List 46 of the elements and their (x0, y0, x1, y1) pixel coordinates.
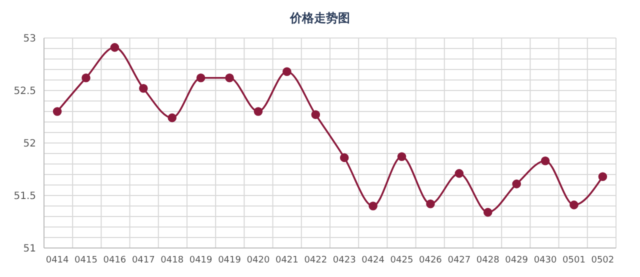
x-tick-label: 0429 (505, 255, 528, 266)
x-tick-label: 0414 (46, 255, 70, 266)
x-tick-label: 0415 (74, 255, 98, 266)
x-tick-label: 0430 (534, 255, 558, 266)
point (426, 200, 435, 208)
point (110, 43, 120, 52)
point (540, 156, 550, 166)
point (139, 84, 148, 93)
x-tick-label: 0420 (246, 255, 270, 266)
x-tick-label: 0418 (160, 255, 184, 266)
x-tick-label: 0502 (591, 255, 614, 266)
point (512, 180, 521, 188)
point (82, 74, 90, 82)
point (368, 202, 378, 210)
point (570, 200, 578, 210)
x-tick-label: 0425 (390, 255, 414, 266)
x-tick-label: 0501 (562, 255, 586, 266)
point (598, 172, 608, 181)
point (311, 110, 320, 120)
y-tick-label: 53 (23, 34, 36, 45)
x-tick-label: 0419 (218, 255, 242, 266)
y-tick-label: 52.5 (14, 86, 36, 98)
point (254, 107, 263, 116)
point (483, 208, 492, 217)
x-tick-label: 0424 (362, 255, 385, 266)
point (340, 153, 349, 162)
x-tick-label: 0416 (103, 255, 126, 266)
x-tick-label: 0417 (132, 255, 155, 266)
y-tick-label: 51 (23, 244, 36, 255)
point (454, 169, 464, 178)
x-tick-label: 0422 (304, 255, 328, 266)
point (225, 74, 234, 82)
y-tick-label: 52 (23, 138, 36, 150)
point (196, 74, 206, 82)
x-tick-label: 0419 (189, 255, 213, 266)
x-tick-label: 0428 (476, 255, 500, 266)
point (52, 107, 62, 116)
chart-title: 价格走势图 (288, 10, 351, 27)
x-tick-label: 0423 (332, 255, 356, 266)
x-tick-label: 0421 (275, 255, 298, 266)
point (282, 67, 292, 76)
x-tick-label: 0426 (419, 255, 442, 266)
point (397, 152, 406, 162)
point (168, 113, 177, 122)
x-tick-label: 0427 (448, 255, 471, 266)
y-tick-label: 51.5 (14, 191, 36, 202)
